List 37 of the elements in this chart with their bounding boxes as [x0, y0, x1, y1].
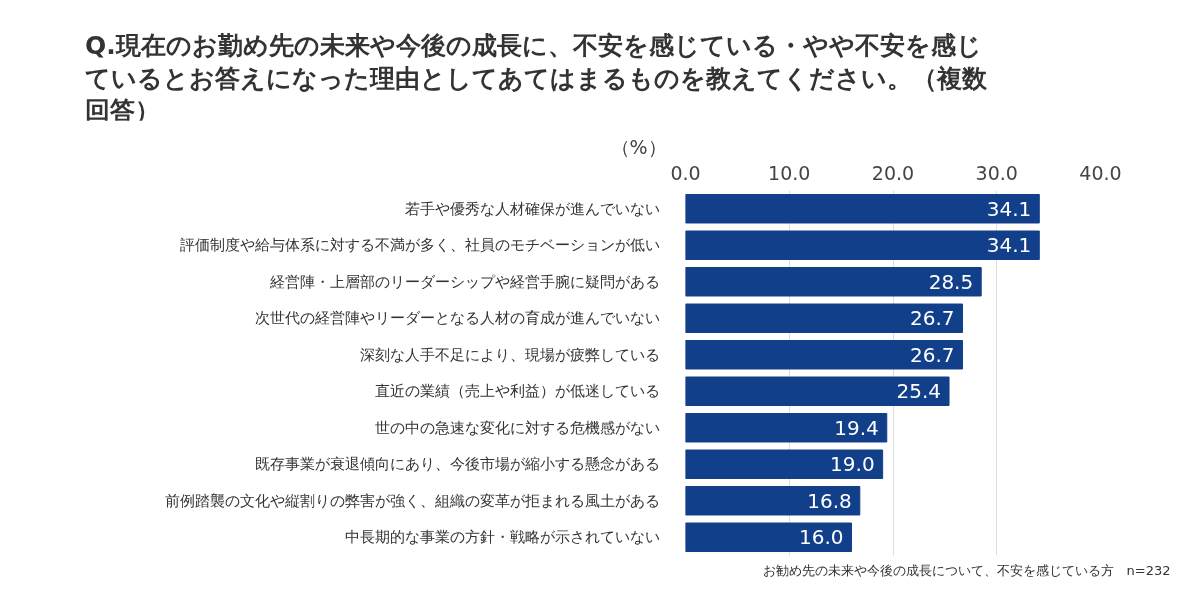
bar: [685, 486, 861, 516]
y-tick-label: 次世代の経営陣やリーダーとなる人材の育成が進んでいない: [254, 309, 660, 328]
x-tick-label: 0.0: [670, 161, 701, 184]
data-label: 19.0: [830, 452, 875, 477]
bar: [685, 522, 852, 552]
data-label: 16.8: [807, 488, 852, 513]
bar: [685, 376, 950, 406]
x-tick-label: 30.0: [975, 161, 1018, 184]
data-label: 16.0: [798, 525, 844, 550]
data-label: 26.7: [909, 306, 955, 331]
data-label: 26.7: [909, 342, 955, 367]
y-tick-label: 若手や優秀な人材確保が進んでいない: [404, 199, 660, 218]
x-tick-label: 40.0: [1079, 161, 1122, 184]
x-axis-title: （%）: [610, 135, 667, 158]
bar: [685, 267, 982, 297]
bar: [685, 413, 888, 443]
y-tick-label: 前例踏襲の文化や縦割りの弊害が強く、組織の変革が拒まれる風土がある: [164, 491, 660, 510]
data-label: 25.4: [896, 379, 942, 404]
data-label: 34.1: [986, 233, 1032, 258]
text: お勧め先の未来や今後の成長について、不安を感じている方 n=232: [762, 562, 1171, 578]
y-tick-label: 経営陣・上層部のリーダーシップや経営手腕に疑問がある: [268, 272, 660, 291]
y-tick-label: 評価制度や給与体系に対する不満が多く、社員のモチベーションが低い: [179, 236, 660, 255]
bar: [685, 340, 964, 370]
x-tick-label: 20.0: [871, 161, 915, 184]
y-tick-label: 直近の業績（売上や利益）が低迷している: [374, 382, 660, 401]
data-label: 28.5: [928, 269, 974, 294]
bar: [685, 449, 884, 479]
bar: [685, 303, 964, 333]
data-label: 34.1: [986, 196, 1032, 221]
data-label: 19.4: [834, 415, 879, 440]
y-tick-label: 世の中の急速な変化に対する危機感がない: [374, 418, 660, 437]
y-tick-label: 中長期的な事業の方針・戦略が示されていない: [344, 528, 660, 547]
x-tick-label: 10.0: [768, 161, 811, 184]
y-tick-label: 深刻な人手不足により、現場が疲弊している: [359, 345, 660, 364]
bar: [685, 230, 1040, 260]
bar: [685, 194, 1040, 224]
y-tick-label: 既存事業が衰退傾向にあり、今後市場が縮小する懸念がある: [254, 455, 660, 474]
